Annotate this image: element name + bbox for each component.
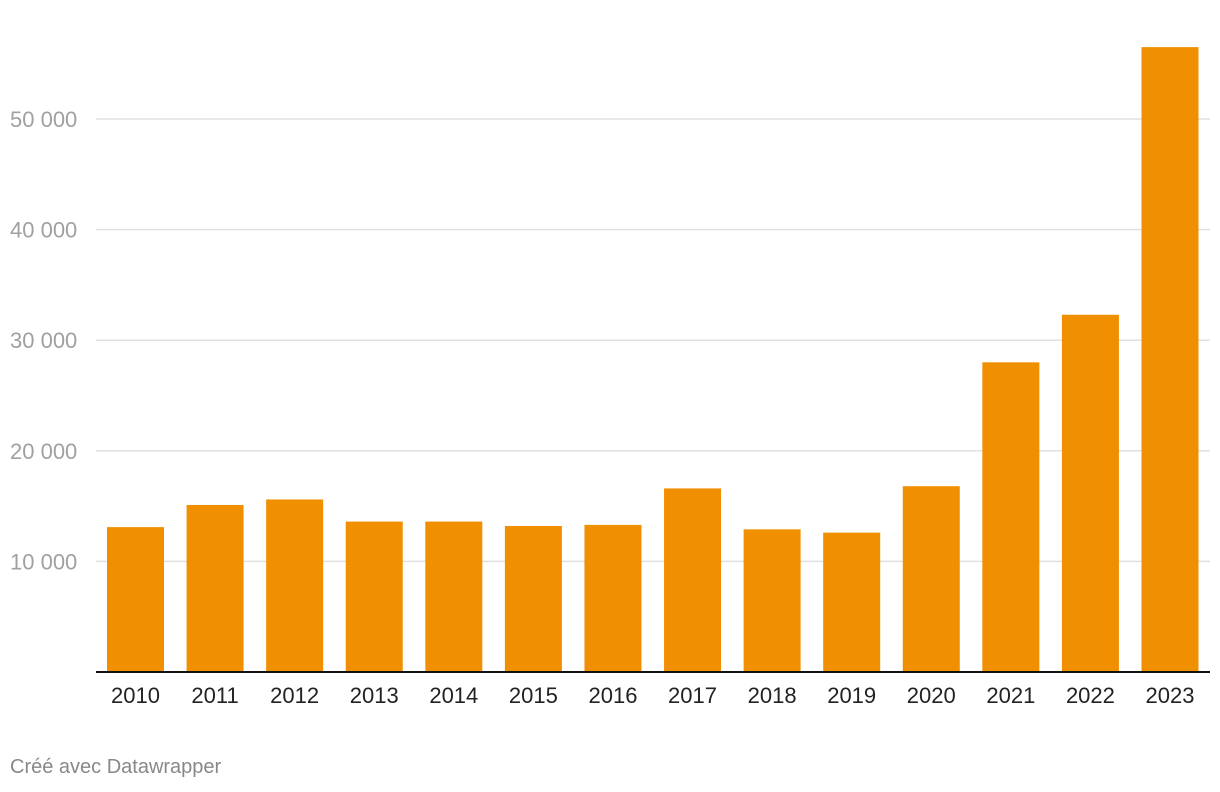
y-tick-label: 30 000 [10,328,77,353]
y-axis-ticks: 10 000 20 000 30 000 40 000 50 000 [10,107,77,574]
bar-2021 [982,362,1040,672]
bar-2019 [823,532,881,672]
bars [107,47,1199,673]
bar-2015 [504,526,562,672]
bar-2010 [107,527,164,672]
footer-credit: Créé avec Datawrapper [10,756,222,778]
x-tick-label: 2020 [907,683,956,708]
bar-2012 [266,499,324,672]
bar-2023 [1141,47,1199,673]
y-tick-label: 20 000 [10,439,77,464]
bar-2020 [902,486,960,672]
x-tick-label: 2023 [1146,683,1195,708]
x-axis-ticks: 2010 2011 2012 2013 2014 2015 2016 2017 2018 2019… [111,683,1194,708]
bar-2014 [425,521,483,672]
y-tick-label: 50 000 [10,107,77,132]
x-tick-label: 2017 [668,683,717,708]
x-tick-label: 2012 [270,683,319,708]
y-tick-label: 40 000 [10,218,77,243]
bar-2011 [186,504,244,672]
y-tick-label: 10 000 [10,549,77,574]
x-tick-label: 2011 [191,683,238,708]
x-tick-label: 2018 [748,683,797,708]
bar-2017 [664,488,722,672]
gridlines [96,118,1210,563]
bar-2022 [1061,314,1119,672]
bar-2018 [743,529,801,672]
x-tick-label: 2019 [827,683,876,708]
x-tick-label: 2022 [1066,683,1115,708]
x-tick-label: 2021 [986,683,1035,708]
x-tick-label: 2015 [509,683,558,708]
x-tick-label: 2013 [350,683,399,708]
bar-2016 [584,524,642,672]
x-tick-label: 2010 [111,683,160,708]
x-tick-label: 2014 [429,683,478,708]
x-tick-label: 2016 [588,683,637,708]
bar-2013 [345,521,403,672]
